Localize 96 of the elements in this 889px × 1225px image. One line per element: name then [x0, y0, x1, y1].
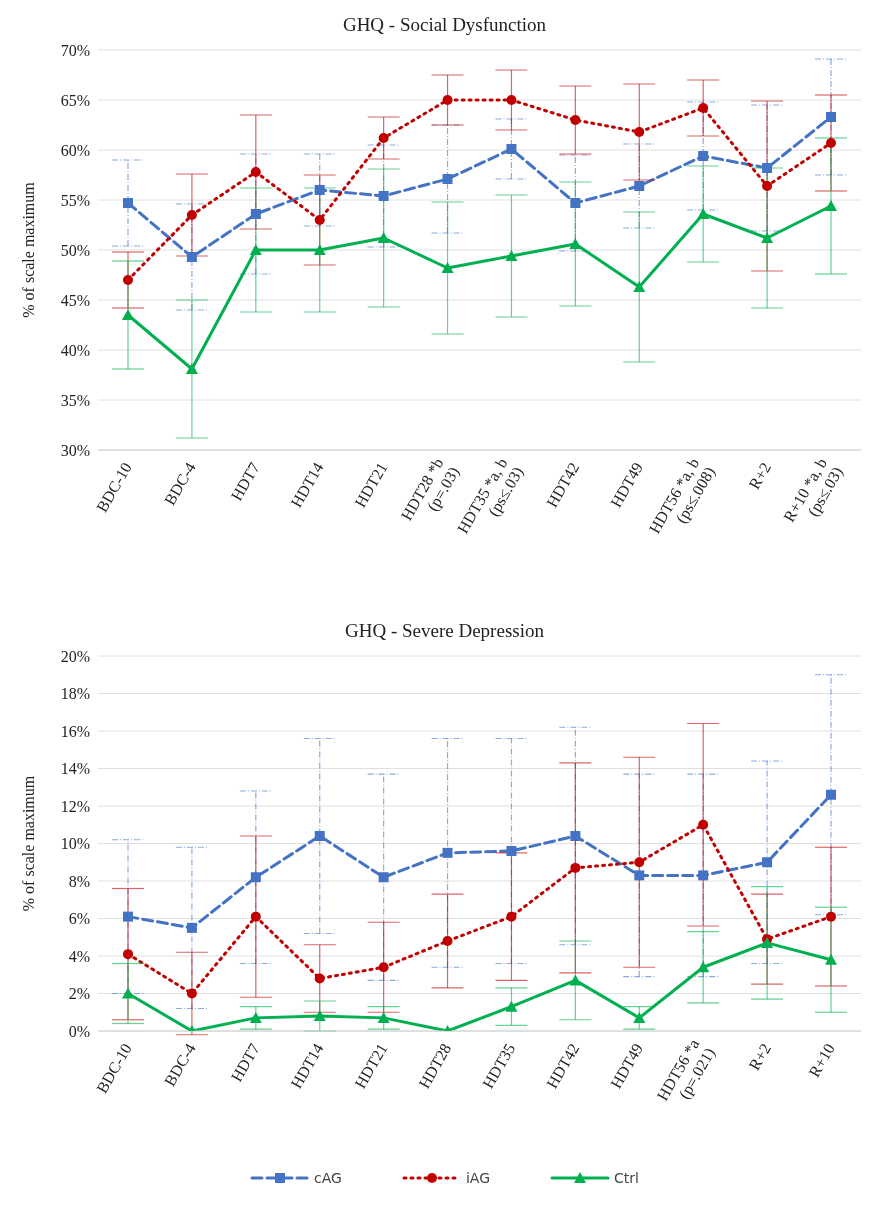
point [634, 181, 645, 191]
point [123, 198, 133, 208]
point [123, 949, 133, 960]
legend-label: Ctrl [614, 1170, 639, 1186]
point [378, 962, 389, 973]
point [826, 112, 836, 122]
point [186, 252, 197, 262]
chart-title: GHQ - Severe Depression [344, 620, 545, 642]
point [249, 1011, 262, 1023]
y-tick-label: 10% [60, 835, 90, 853]
y-tick-label: 50% [60, 241, 90, 259]
y-tick-label: 55% [60, 191, 90, 209]
point [826, 789, 836, 800]
point [825, 200, 837, 211]
point [826, 911, 836, 922]
point [570, 198, 581, 208]
point [570, 862, 581, 873]
point [442, 936, 453, 946]
point [826, 138, 836, 148]
point [442, 174, 453, 184]
point [123, 911, 133, 922]
point [825, 953, 837, 965]
point [122, 309, 134, 320]
point [378, 133, 389, 143]
point [762, 857, 773, 868]
point [506, 911, 517, 922]
point [250, 911, 261, 922]
point [569, 974, 582, 986]
legend-label: cAG [314, 1170, 342, 1186]
y-tick-label: 6% [68, 910, 90, 928]
point [123, 275, 133, 285]
point [633, 281, 646, 292]
point [634, 857, 645, 868]
point [442, 95, 453, 105]
point [441, 262, 454, 273]
point [378, 191, 389, 201]
point [250, 167, 261, 177]
y-tick-label: 2% [68, 985, 90, 1003]
y-tick-label: 12% [60, 797, 90, 815]
point [698, 819, 709, 830]
point [634, 870, 645, 881]
y-tick-label: 16% [60, 722, 90, 740]
point [314, 831, 325, 841]
point [314, 185, 325, 195]
point [186, 988, 197, 999]
y-tick-label: 14% [60, 760, 90, 778]
y-tick-label: 20% [60, 647, 90, 665]
point [250, 872, 261, 883]
y-tick-label: 18% [60, 685, 90, 703]
point [442, 847, 453, 858]
point [505, 1000, 518, 1012]
point [697, 208, 710, 219]
y-tick-label: 0% [68, 1022, 90, 1040]
point [697, 961, 710, 973]
y-tick-label: 70% [60, 41, 90, 59]
chart-title: GHQ - Social Dysfunction [341, 14, 548, 36]
point [313, 244, 326, 255]
point [505, 250, 518, 261]
y-tick-label: 60% [60, 141, 90, 159]
point [506, 846, 517, 856]
point [570, 831, 581, 841]
y-tick-label: 35% [60, 391, 90, 409]
point [185, 363, 198, 374]
point [762, 163, 773, 173]
legend-label: iAG [465, 1170, 491, 1186]
point [761, 232, 774, 243]
point [122, 987, 134, 999]
y-axis-title: % of scale maximum [19, 775, 37, 912]
point [570, 115, 581, 125]
point [250, 209, 261, 219]
point [314, 215, 325, 225]
point [698, 870, 709, 881]
point [186, 922, 197, 933]
point [762, 181, 773, 191]
point [698, 151, 709, 161]
y-tick-label: 45% [60, 291, 90, 309]
x-tick-label: R+2 [745, 1040, 775, 1073]
x-tick-label: R+2 [745, 459, 775, 492]
point [506, 95, 517, 105]
y-tick-label: 40% [60, 341, 90, 359]
y-tick-label: 65% [60, 91, 90, 109]
point [249, 244, 262, 255]
point [377, 232, 390, 243]
point [633, 1011, 646, 1023]
point [377, 1011, 390, 1023]
point [186, 210, 197, 220]
point [698, 103, 709, 113]
y-tick-label: 4% [68, 947, 90, 965]
point [313, 1010, 326, 1021]
y-tick-label: 8% [68, 872, 90, 890]
point [506, 144, 517, 154]
point [634, 127, 645, 137]
point [314, 973, 325, 984]
y-tick-label: 30% [60, 441, 90, 459]
y-axis-title: % of scale maximum [19, 181, 37, 318]
point [378, 872, 389, 883]
